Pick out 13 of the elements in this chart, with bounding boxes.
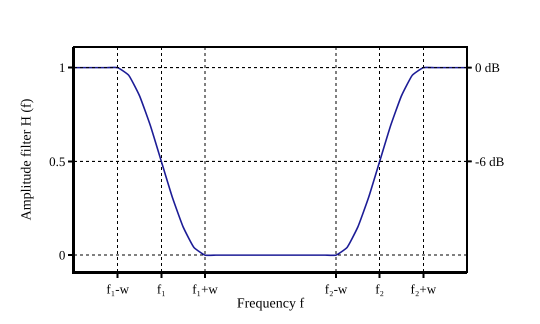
x-tick-label: f₂+w	[410, 282, 437, 297]
ref-line-label: -6 dB	[475, 154, 505, 169]
y-axis-title: Amplitude filter H (f)	[19, 98, 34, 220]
y-tick-label: 0.5	[49, 154, 66, 169]
x-axis-title: Frequency f	[236, 296, 304, 312]
x-tick-label: f₁	[156, 282, 166, 297]
x-tick-label: f₁-w	[106, 282, 130, 297]
y-tick-label: 0	[58, 248, 66, 263]
x-tick-label: f₂	[375, 282, 384, 297]
x-tick-label: f₁+w	[192, 282, 218, 297]
x-tick-label: f₂-w	[324, 282, 348, 297]
y-tick-label: 1	[58, 60, 66, 76]
ref-line-label: 0 dB	[475, 60, 500, 75]
